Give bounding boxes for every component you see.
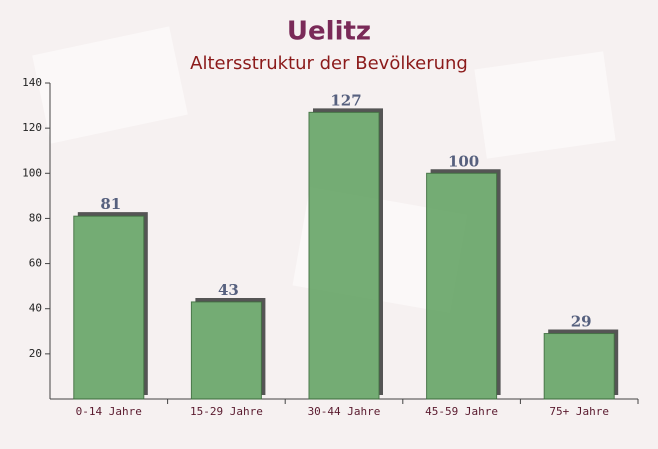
decoration [474,51,616,159]
value-label: 29 [571,313,592,331]
bar [190,301,262,400]
value-label: 100 [448,152,479,170]
value-label: 127 [330,91,361,109]
chart-subtitle: Altersstruktur der Bevölkerung [190,53,468,74]
x-tick-label: 15-29 Jahre [190,405,263,418]
y-tick-label: 60 [29,257,42,270]
y-tick-label: 120 [22,121,42,134]
bar [308,111,380,400]
x-tick-label: 0-14 Jahre [76,405,142,418]
decoration [32,26,188,144]
bar [426,172,498,400]
x-tick-label: 45-59 Jahre [425,405,498,418]
y-tick-label: 80 [29,211,42,224]
bar [73,215,145,400]
bar [543,333,615,400]
x-tick-label: 30-44 Jahre [308,405,381,418]
chart-title: Uelitz [287,17,371,47]
value-label: 43 [218,281,239,299]
y-tick-label: 40 [29,302,42,315]
x-tick-label: 75+ Jahre [549,405,609,418]
y-tick-label: 20 [29,347,42,360]
value-label: 81 [100,195,121,213]
y-tick-label: 140 [22,76,42,89]
y-tick-label: 100 [22,166,42,179]
